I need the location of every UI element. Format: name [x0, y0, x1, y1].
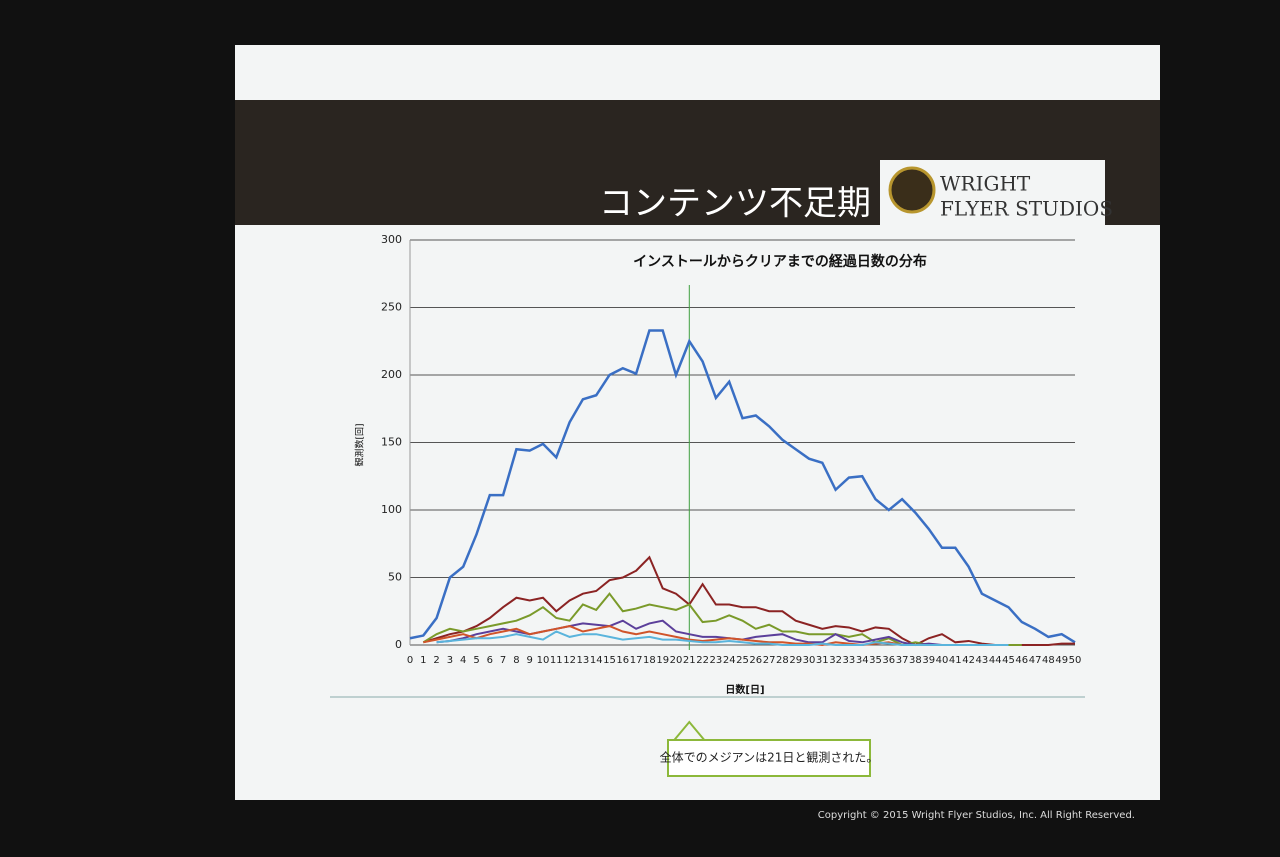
x-tick-label: 49: [1055, 655, 1068, 666]
x-tick-label: 24: [723, 655, 736, 666]
x-tick-label: 14: [590, 655, 603, 666]
x-tick-label: 50: [1069, 655, 1082, 666]
x-tick-label: 37: [896, 655, 909, 666]
x-tick-label: 8: [513, 655, 519, 666]
y-tick-label: 50: [388, 571, 402, 584]
x-tick-label: 18: [643, 655, 656, 666]
x-axis-title: 日数[日]: [725, 683, 764, 696]
x-tick-label: 34: [856, 655, 869, 666]
x-tick-label: 2: [433, 655, 439, 666]
x-tick-label: 13: [577, 655, 590, 666]
x-tick-label: 30: [803, 655, 816, 666]
y-tick-label: 300: [381, 233, 402, 246]
chart-title: インストールからクリアまでの経過日数の分布: [633, 253, 927, 270]
x-tick-label: 23: [710, 655, 723, 666]
x-tick-label: 41: [949, 655, 962, 666]
x-tick-label: 11: [550, 655, 563, 666]
copyright: Copyright © 2015 Wright Flyer Studios, I…: [818, 810, 1135, 821]
x-tick-label: 12: [563, 655, 576, 666]
x-tick-label: 25: [736, 655, 749, 666]
x-tick-label: 9: [527, 655, 533, 666]
x-tick-label: 28: [776, 655, 789, 666]
y-tick-label: 250: [381, 301, 402, 314]
x-tick-label: 39: [922, 655, 935, 666]
logo-text: FLYER STUDIOS: [940, 197, 1113, 221]
x-tick-label: 29: [789, 655, 802, 666]
x-tick-label: 5: [473, 655, 479, 666]
x-tick-label: 38: [909, 655, 922, 666]
x-tick-label: 4: [460, 655, 466, 666]
x-tick-label: 42: [962, 655, 975, 666]
x-tick-label: 36: [882, 655, 895, 666]
x-tick-label: 17: [630, 655, 643, 666]
x-tick-label: 27: [763, 655, 776, 666]
x-tick-label: 45: [1002, 655, 1015, 666]
slide-title: コンテンツ不足期: [599, 184, 871, 224]
x-tick-label: 46: [1015, 655, 1028, 666]
y-tick-label: 200: [381, 368, 402, 381]
x-tick-label: 43: [976, 655, 989, 666]
y-tick-label: 100: [381, 503, 402, 516]
x-tick-label: 32: [829, 655, 842, 666]
series-line: [436, 630, 1009, 646]
x-tick-label: 6: [487, 655, 493, 666]
series-line: [423, 555, 1075, 647]
callout-box: [667, 739, 871, 777]
x-tick-label: 31: [816, 655, 829, 666]
x-tick-label: 10: [537, 655, 550, 666]
x-tick-label: 19: [656, 655, 669, 666]
x-tick-label: 44: [989, 655, 1002, 666]
series-line: [409, 329, 1076, 644]
x-tick-label: 16: [616, 655, 629, 666]
x-tick-label: 0: [407, 655, 413, 666]
x-tick-label: 22: [696, 655, 709, 666]
x-tick-label: 47: [1029, 655, 1042, 666]
callout-text: 全体でのメジアンは21日と観測された。: [660, 750, 879, 765]
x-tick-label: 20: [670, 655, 683, 666]
x-tick-label: 40: [936, 655, 949, 666]
y-axis-title: 観測数[回]: [354, 423, 366, 466]
x-tick-label: 35: [869, 655, 882, 666]
x-tick-label: 1: [420, 655, 426, 666]
x-tick-label: 21: [683, 655, 696, 666]
logo-text: WRIGHT: [940, 172, 1031, 196]
y-tick-label: 0: [395, 638, 402, 651]
x-tick-label: 15: [603, 655, 616, 666]
x-tick-label: 26: [749, 655, 762, 666]
y-tick-label: 150: [381, 436, 402, 449]
callout-tip: [673, 720, 706, 741]
x-tick-label: 7: [500, 655, 506, 666]
x-tick-label: 33: [843, 655, 856, 666]
x-tick-label: 3: [447, 655, 453, 666]
logo-emblem: [888, 166, 936, 214]
x-tick-label: 48: [1042, 655, 1055, 666]
